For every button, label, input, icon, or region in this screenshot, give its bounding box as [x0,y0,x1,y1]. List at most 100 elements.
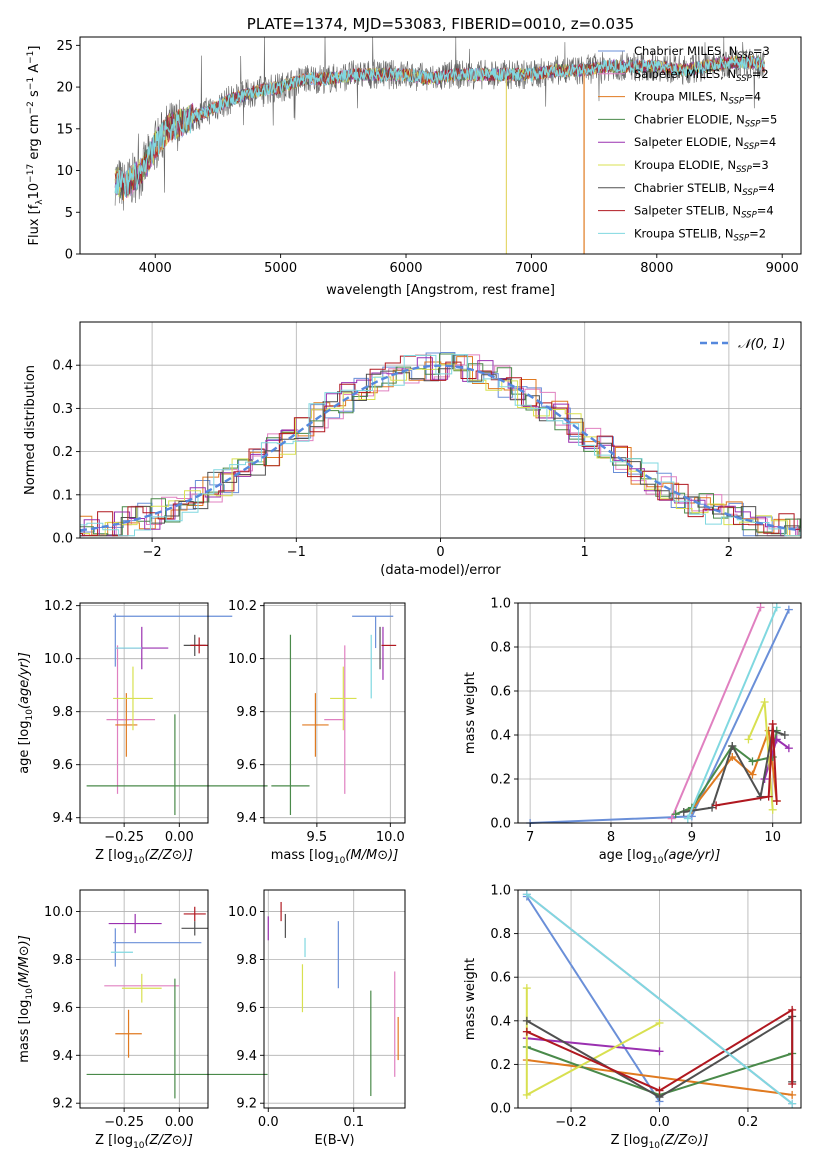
legend-entry: Kroupa ELODIE, NSSP=3 [634,158,769,175]
x-tick-label: 10 [764,830,781,845]
weight-marker [522,1016,531,1025]
y-tick-label: 9.4 [52,1049,73,1064]
x-tick-label: −0.25 [104,1115,144,1130]
weight-marker [655,1047,664,1056]
weight-marker [708,803,717,812]
chart-title: PLATE=1374, MJD=53083, FIBERID=0010, z=0… [247,15,634,33]
legend-entry: Salpeter ELODIE, NSSP=4 [634,135,776,152]
y-tick-label: 10.0 [44,905,73,920]
y-tick-label: 10.0 [44,652,73,667]
x-tick-label: 8 [607,830,615,845]
weight-series [683,603,781,823]
y-tick-label: 9.6 [52,758,73,773]
y-axis-label: age [log10(age/yr)] [17,652,35,774]
x-tick-label: 0.1 [343,1115,364,1130]
spectrum-panel: 4000 5000 6000 7000 8000 9000 0 5 10 15 20 25 PLATE=… [26,15,802,298]
y-tick-label: 9.8 [52,705,73,720]
y-tick-label: 9.2 [52,1097,73,1112]
axes-frame [263,889,406,1109]
weight-marker [784,605,793,614]
weight-marker [760,698,769,706]
data-point [121,973,162,1003]
y-tick-label: 9.6 [236,1001,257,1016]
weight-line [526,1059,793,1096]
weight-series [522,984,664,1099]
weight-marker [768,720,777,728]
x-tick-label: 8000 [640,261,673,276]
spectrum-model-line [114,55,765,197]
data-point [190,637,208,654]
y-tick-label: 9.8 [52,953,73,968]
age_vs_Z-panel: −0.25 0.00 9.4 9.6 9.8 10.0 10.2 Z [log10(Z/Z⊙)… [17,599,268,866]
weight-marker [780,731,789,739]
y-tick-label: 9.4 [236,1049,257,1064]
weight-marker [772,797,781,805]
data-point [108,913,162,934]
histograms [80,352,801,537]
x-tick-label: 9.5 [307,830,328,845]
weight-series [712,720,781,810]
y-tick-label: 10.2 [228,599,257,614]
weight-line [715,723,778,807]
weight-marker [764,792,773,801]
y-tick-label: 0.3 [52,402,73,417]
weight-series [522,892,664,1106]
weight-marker [788,1005,797,1014]
weight-marker [522,1027,531,1036]
x-axis-label: age [log10(age/yr)] [599,848,721,866]
normal-curve [80,364,799,532]
x-axis-label: Z [log10(Z/Z⊙)] [95,848,193,866]
y-tick-label: 10.2 [44,599,73,614]
weight-line [526,1037,660,1053]
y-tick-label: 0.4 [490,1014,511,1029]
y-tick-label: 0.6 [490,971,511,986]
y-tick-label: 10 [56,164,73,179]
y-tick-label: 0.0 [52,532,73,547]
y-tick-label: 0.2 [490,1058,511,1073]
weight-marker [756,603,765,612]
x-tick-label: 4000 [139,261,172,276]
data-point [181,921,208,936]
weight-series [526,605,793,827]
axes-frame [517,602,802,824]
y-tick-label: 25 [56,39,73,54]
x-axis-label: wavelength [Angstrom, rest frame] [326,283,555,298]
data-point [330,666,357,731]
axes-frame [79,36,802,255]
weight-marker [522,1090,531,1099]
histogram-series [80,354,801,537]
x-tick-label: 7000 [515,261,548,276]
histogram-series [80,354,801,537]
weight-line [683,729,786,813]
y-tick-label: 0.2 [52,445,73,460]
y-tick-label: 5 [65,206,73,221]
x-tick-label: 9 [688,830,696,845]
x-tick-label: 6000 [389,261,422,276]
x-tick-label: 9000 [766,261,799,276]
x-tick-label: 0.2 [738,1115,759,1130]
weight-marker [728,742,737,750]
weight-marker [784,744,793,753]
y-tick-label: 0.8 [490,641,511,656]
y-tick-label: 10.0 [228,652,257,667]
x-tick-label: 1 [581,545,589,560]
weight-marker [788,1080,797,1089]
x-axis-label: Z [log10(Z/Z⊙)] [95,1133,193,1151]
y-tick-label: 9.4 [236,811,257,826]
x-tick-label: 5000 [264,261,297,276]
data-point [183,906,206,922]
weight-marker [788,1090,797,1099]
x-axis-label: Z [log10(Z/Z⊙)] [611,1133,709,1151]
y-tick-label: 0.1 [52,488,73,503]
weight-marker [522,890,531,899]
y-tick-label: 20 [56,81,73,96]
weight-line [526,893,793,1105]
y-tick-label: 9.4 [52,811,73,826]
y-tick-label: 10.0 [228,905,257,920]
x-tick-label: −0.2 [555,1115,587,1130]
axes-frame [79,889,209,1109]
x-tick-label: −1 [287,545,306,560]
x-tick-label: 10.0 [376,830,405,845]
y-tick-label: 0.4 [52,359,73,374]
histogram-series [80,354,801,537]
